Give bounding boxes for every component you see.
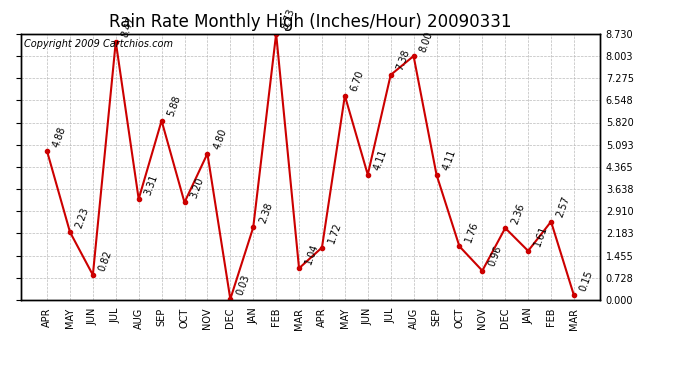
Text: 4.11: 4.11 — [372, 148, 388, 172]
Text: 0.96: 0.96 — [486, 244, 503, 268]
Text: 2.57: 2.57 — [555, 195, 572, 219]
Text: 8.47: 8.47 — [120, 15, 137, 39]
Title: Rain Rate Monthly High (Inches/Hour) 20090331: Rain Rate Monthly High (Inches/Hour) 200… — [109, 13, 512, 31]
Text: 0.82: 0.82 — [97, 249, 114, 272]
Text: 4.80: 4.80 — [212, 128, 228, 151]
Text: 2.23: 2.23 — [74, 206, 91, 229]
Text: 2.36: 2.36 — [509, 202, 526, 225]
Text: 7.38: 7.38 — [395, 48, 412, 72]
Text: 6.70: 6.70 — [349, 69, 366, 93]
Text: 8.00: 8.00 — [417, 30, 435, 53]
Text: 3.31: 3.31 — [143, 173, 159, 196]
Text: 1.04: 1.04 — [303, 242, 320, 266]
Text: 2.38: 2.38 — [257, 201, 274, 225]
Text: 5.88: 5.88 — [166, 94, 183, 118]
Text: 4.88: 4.88 — [51, 125, 68, 148]
Text: 3.20: 3.20 — [188, 176, 206, 200]
Text: 8.73: 8.73 — [280, 8, 297, 31]
Text: 0.15: 0.15 — [578, 269, 595, 292]
Text: 1.76: 1.76 — [464, 220, 480, 243]
Text: 1.72: 1.72 — [326, 221, 343, 245]
Text: Copyright 2009 Cartchios.com: Copyright 2009 Cartchios.com — [23, 39, 172, 49]
Text: 0.03: 0.03 — [235, 273, 251, 296]
Text: 1.61: 1.61 — [532, 225, 549, 248]
Text: 4.11: 4.11 — [441, 148, 457, 172]
